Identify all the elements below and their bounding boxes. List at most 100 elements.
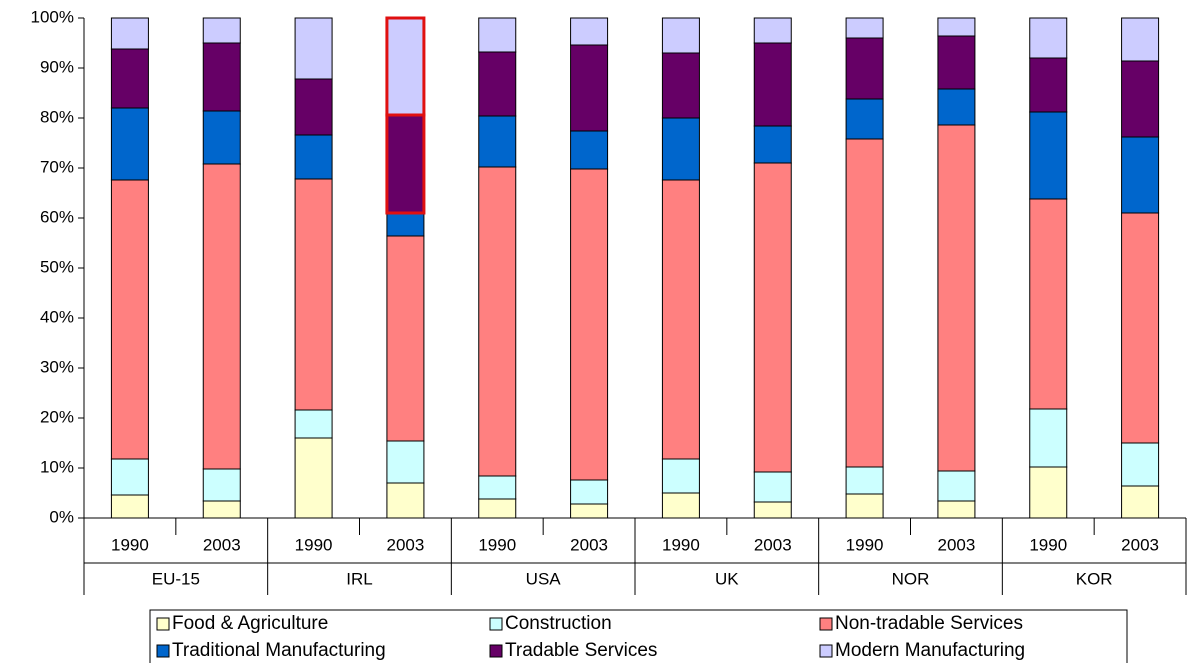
legend-label: Modern Manufacturing bbox=[835, 640, 1025, 661]
bar-segment bbox=[937, 88, 976, 126]
bar-segment bbox=[570, 130, 609, 170]
bar-segment bbox=[202, 468, 241, 502]
bar-segment bbox=[202, 42, 241, 112]
bar-segment bbox=[937, 124, 976, 472]
bar-segment bbox=[1121, 442, 1160, 487]
y-tick-label: 20% bbox=[40, 407, 74, 426]
bar-segment bbox=[385, 16, 426, 117]
bar-segment bbox=[110, 107, 149, 181]
x-tick-label: 1990 bbox=[846, 535, 884, 554]
bar-segment bbox=[202, 500, 241, 519]
bar-segment bbox=[753, 471, 792, 503]
bar-segment bbox=[753, 162, 792, 473]
bar-segment bbox=[110, 494, 149, 519]
bar-segment bbox=[386, 440, 425, 484]
bar-segment bbox=[1121, 60, 1160, 138]
bar-segment bbox=[202, 17, 241, 44]
bar-segment bbox=[937, 500, 976, 519]
bar-segment bbox=[478, 115, 517, 168]
bar-segment bbox=[1029, 17, 1068, 59]
bar-segment bbox=[1121, 212, 1160, 444]
group-label: USA bbox=[526, 569, 562, 588]
bar-segment bbox=[845, 37, 884, 100]
legend-box bbox=[149, 609, 1128, 663]
bar-segment bbox=[385, 113, 426, 215]
bar-segment bbox=[294, 178, 333, 411]
bar-segment bbox=[478, 475, 517, 500]
bar-segment bbox=[845, 138, 884, 468]
bar-segment bbox=[294, 134, 333, 180]
x-tick-label: 2003 bbox=[387, 535, 425, 554]
bar-segment bbox=[294, 437, 333, 519]
x-tick-label: 1990 bbox=[111, 535, 149, 554]
x-tick-label: 1990 bbox=[662, 535, 700, 554]
bar-segment bbox=[661, 117, 700, 181]
bar-segment bbox=[1121, 485, 1160, 519]
legend-swatch bbox=[156, 617, 170, 631]
bar-segment bbox=[570, 44, 609, 132]
x-tick-label: 1990 bbox=[295, 535, 333, 554]
y-tick-label: 70% bbox=[40, 157, 74, 176]
bar-segment bbox=[753, 42, 792, 127]
bar-segment bbox=[1029, 198, 1068, 410]
x-tick-label: 2003 bbox=[570, 535, 608, 554]
x-tick-label: 1990 bbox=[1029, 535, 1067, 554]
bar-segment bbox=[753, 17, 792, 44]
y-tick-label: 30% bbox=[40, 357, 74, 376]
legend-label: Non-tradable Services bbox=[835, 613, 1023, 634]
bar-segment bbox=[1029, 57, 1068, 113]
bar-segment bbox=[661, 458, 700, 494]
bar-segment bbox=[845, 17, 884, 39]
bar-segment bbox=[1029, 111, 1068, 200]
bar-segment bbox=[1029, 408, 1068, 468]
y-tick-label: 40% bbox=[40, 307, 74, 326]
bar-segment bbox=[661, 17, 700, 54]
bar-segment bbox=[202, 110, 241, 165]
bar-segment bbox=[661, 52, 700, 119]
x-tick-label: 1990 bbox=[478, 535, 516, 554]
bar-segment bbox=[570, 17, 609, 46]
y-tick-label: 100% bbox=[31, 7, 74, 26]
bar-segment bbox=[478, 498, 517, 519]
bar-segment bbox=[478, 166, 517, 477]
y-tick-label: 60% bbox=[40, 207, 74, 226]
y-tick-label: 90% bbox=[40, 57, 74, 76]
bar-segment bbox=[753, 501, 792, 519]
bar-segment bbox=[294, 78, 333, 136]
bar-segment bbox=[110, 179, 149, 460]
group-label: NOR bbox=[892, 569, 930, 588]
bar-segment bbox=[937, 35, 976, 90]
legend-label: Construction bbox=[505, 613, 612, 634]
legend-label: Traditional Manufacturing bbox=[172, 640, 386, 661]
bar-segment bbox=[110, 458, 149, 496]
group-label: IRL bbox=[346, 569, 372, 588]
legend-swatch bbox=[156, 644, 170, 658]
bar-segment bbox=[294, 17, 333, 80]
bar-segment bbox=[753, 125, 792, 164]
bar-segment bbox=[937, 470, 976, 502]
bar-segment bbox=[937, 17, 976, 37]
bar-segment bbox=[386, 482, 425, 519]
bar-segment bbox=[570, 503, 609, 519]
y-tick-label: 0% bbox=[49, 507, 74, 526]
bar-segment bbox=[386, 212, 425, 237]
bar-segment bbox=[845, 493, 884, 519]
bar-segment bbox=[478, 17, 517, 53]
bar-segment bbox=[1121, 17, 1160, 62]
legend-label: Food & Agriculture bbox=[172, 613, 328, 634]
legend: Food & Agriculture Construction Non-tradab… bbox=[149, 609, 1128, 663]
y-tick-label: 50% bbox=[40, 257, 74, 276]
legend-swatch bbox=[489, 644, 503, 658]
bar-segment bbox=[570, 479, 609, 505]
legend-label: Tradable Services bbox=[505, 640, 657, 661]
group-label: KOR bbox=[1076, 569, 1113, 588]
x-tick-label: 2003 bbox=[1121, 535, 1159, 554]
legend-swatch bbox=[819, 644, 833, 658]
legend-swatch bbox=[489, 617, 503, 631]
bar-segment bbox=[386, 235, 425, 442]
bar-segment bbox=[661, 492, 700, 519]
y-tick-label: 80% bbox=[40, 107, 74, 126]
bar-segment bbox=[110, 48, 149, 109]
bar-segment bbox=[845, 98, 884, 140]
